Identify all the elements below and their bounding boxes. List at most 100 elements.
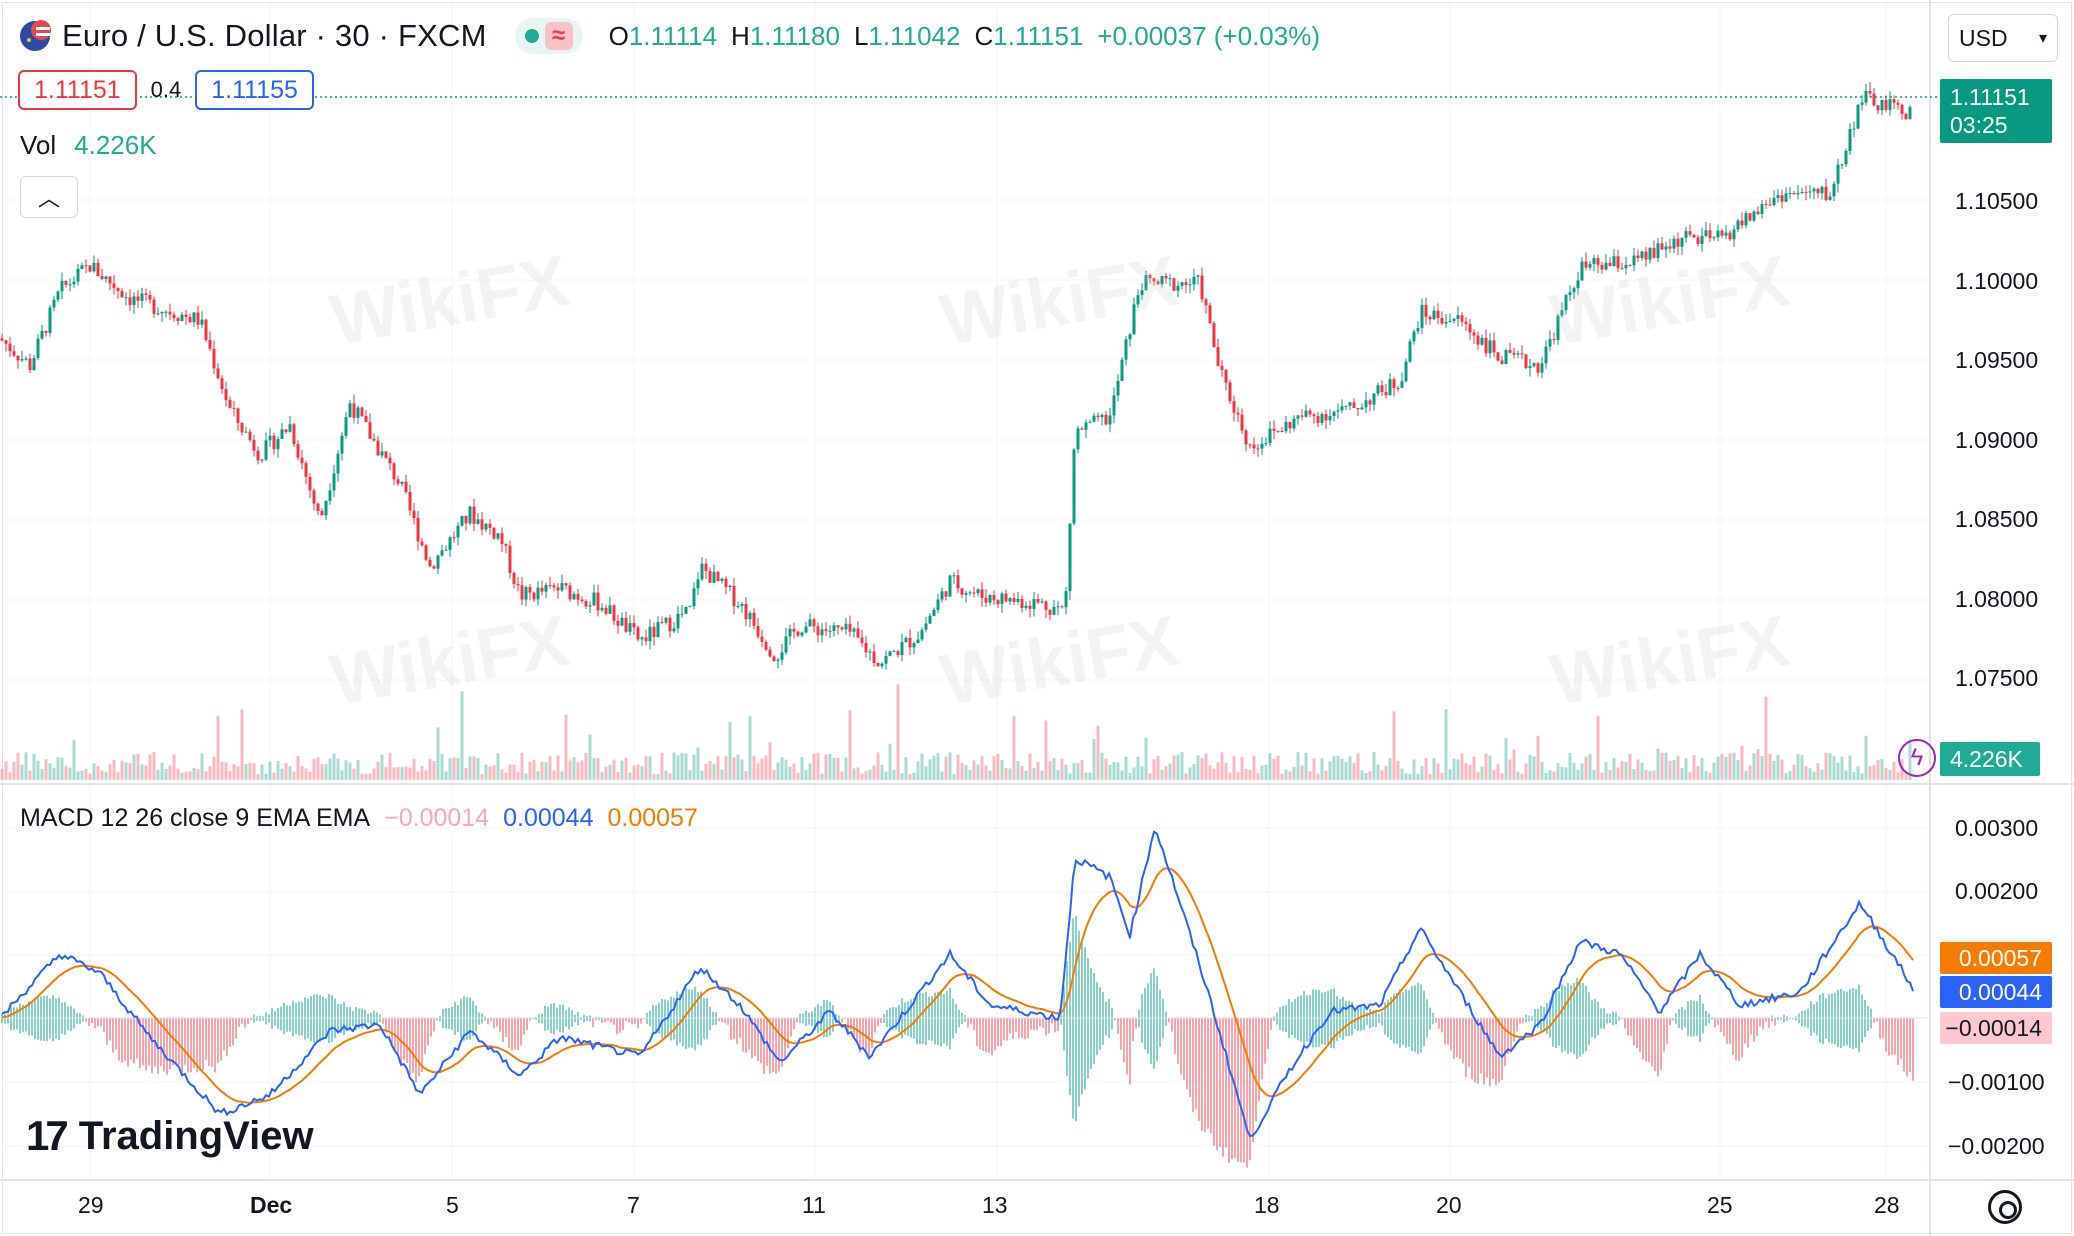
- candle-body: [1908, 107, 1912, 120]
- volume-bar: [132, 754, 136, 780]
- volume-bar: [1096, 725, 1100, 780]
- volume-bar: [64, 766, 68, 780]
- candle-body: [1024, 605, 1028, 608]
- volume-bar: [1532, 756, 1536, 780]
- candle-body: [532, 592, 536, 600]
- macd-histogram-bar: [88, 1018, 90, 1026]
- volume-bar: [1712, 762, 1716, 780]
- candle-body: [616, 620, 620, 626]
- macd-histogram-bar: [997, 1018, 999, 1047]
- volume-bar: [556, 755, 560, 780]
- volume-bar: [696, 747, 700, 780]
- candle-body: [1520, 353, 1524, 355]
- volume-bar: [1836, 762, 1840, 780]
- candle-body: [280, 429, 284, 439]
- candle-body: [788, 628, 792, 637]
- volume-bar: [1440, 772, 1444, 780]
- volume-bar: [904, 757, 908, 780]
- volume-bar: [1840, 756, 1844, 780]
- macd-histogram-bar: [136, 1018, 138, 1059]
- volume-bar: [460, 691, 464, 780]
- volume-bar: [236, 766, 240, 780]
- macd-histogram-bar: [1222, 1018, 1224, 1157]
- volume-bar: [336, 758, 340, 780]
- collapse-legend-button[interactable]: ︿: [20, 176, 78, 218]
- volume-bar: [32, 753, 36, 780]
- macd-histogram-bar: [748, 1018, 750, 1050]
- macd-histogram-bar: [1645, 1018, 1647, 1062]
- volume-bar: [964, 764, 968, 780]
- candle-body: [1444, 321, 1448, 324]
- candle-body: [1592, 258, 1596, 264]
- volume-bar: [1876, 759, 1880, 780]
- sell-price-button[interactable]: 1.11151: [18, 70, 137, 110]
- volume-bar: [920, 753, 924, 780]
- candle-body: [584, 601, 588, 607]
- macd-histogram-bar: [1894, 1018, 1896, 1055]
- macd-histogram-bar: [607, 1018, 609, 1021]
- candle-body: [708, 571, 712, 583]
- candle-body: [396, 479, 400, 484]
- volume-bar: [588, 734, 592, 780]
- lightning-icon[interactable]: ϟ: [1898, 739, 1936, 777]
- time-axis-label: 7: [627, 1192, 640, 1218]
- candle-body: [1292, 418, 1296, 429]
- symbol-title[interactable]: Euro / U.S. Dollar · 30 · FXCM: [62, 18, 487, 53]
- volume-bar: [1056, 770, 1060, 780]
- candle-body: [1128, 334, 1132, 340]
- candle-body: [812, 619, 816, 627]
- settings-icon[interactable]: [1988, 1190, 2022, 1224]
- volume-bar: [1340, 758, 1344, 780]
- candle-body: [448, 537, 452, 550]
- volume-legend[interactable]: Vol 4.226K: [20, 130, 157, 161]
- volume-bar: [852, 768, 856, 780]
- candle-body: [864, 642, 868, 653]
- volume-bar: [496, 753, 500, 780]
- low-label: L: [853, 20, 869, 51]
- candle-body: [204, 319, 208, 341]
- macd-histogram-bar: [226, 1018, 228, 1057]
- candle-body: [732, 585, 736, 607]
- candle-body: [608, 605, 612, 614]
- volume-bar: [860, 773, 864, 780]
- candle-body: [1752, 211, 1756, 221]
- candle-body: [40, 330, 44, 339]
- candle-body: [148, 294, 152, 300]
- volume-bar: [732, 757, 736, 780]
- volume-bar: [1424, 758, 1428, 780]
- macd-histogram-bar: [418, 1018, 420, 1077]
- candle-body: [1120, 359, 1124, 382]
- candle-body: [652, 626, 656, 637]
- volume-bar: [568, 760, 572, 780]
- candle-body: [916, 639, 920, 644]
- macd-histogram-bar: [1441, 1018, 1443, 1033]
- volume-bar: [188, 771, 192, 780]
- candle-body: [1668, 246, 1672, 249]
- candle-body: [1796, 193, 1800, 195]
- macd-legend[interactable]: MACD 12 26 close 9 EMA EMA −0.00014 0.00…: [20, 804, 698, 833]
- candle-body: [1360, 407, 1364, 410]
- market-status[interactable]: ≈: [514, 18, 583, 54]
- macd-histogram-bar: [526, 1018, 528, 1030]
- price-axis-label: 1.08500: [1955, 506, 2039, 532]
- volume-bar: [1268, 753, 1272, 780]
- macd-histogram-bar: [1774, 1018, 1776, 1026]
- macd-histogram-bar: [487, 1018, 489, 1025]
- candle-body: [920, 629, 924, 640]
- candle-body: [132, 296, 136, 306]
- macd-histogram-bar: [592, 1018, 594, 1028]
- candle-body: [568, 585, 572, 600]
- currency-select[interactable]: USD ▾: [1948, 14, 2058, 62]
- volume-bar: [96, 766, 100, 780]
- volume-bar: [1548, 770, 1552, 780]
- buy-price-button[interactable]: 1.11155: [195, 70, 314, 110]
- tradingview-logo[interactable]: 17 TradingView: [26, 1112, 314, 1160]
- volume-bar: [1208, 765, 1212, 780]
- candle-body: [988, 595, 992, 603]
- candle-body: [948, 575, 952, 597]
- macd-histogram-bar: [181, 1018, 183, 1074]
- volume-bar: [816, 752, 820, 780]
- candle-body: [1328, 416, 1332, 421]
- volume-bar: [580, 760, 584, 780]
